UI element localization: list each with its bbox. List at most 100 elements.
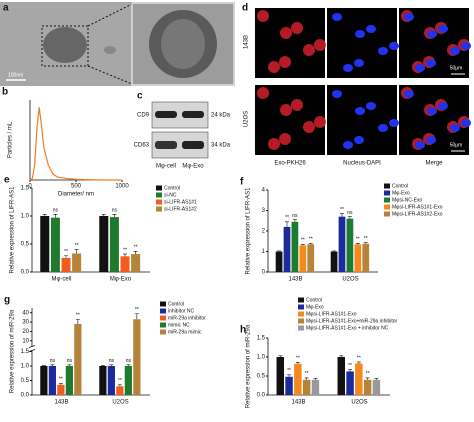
bar: [311, 379, 320, 395]
y-tick-label: 1.5: [257, 336, 266, 342]
significance: **: [75, 243, 79, 249]
significance: **: [309, 237, 313, 243]
bar: [107, 366, 115, 395]
band: [182, 111, 204, 118]
lane-label: Mφ-cell: [156, 164, 176, 170]
y-tick-label: 3: [262, 208, 266, 214]
error-bar: [300, 244, 305, 246]
cell-signal: [314, 39, 326, 51]
error-bar: [374, 377, 379, 380]
error-bar: [313, 377, 318, 380]
significance: ns: [292, 213, 298, 219]
lane-label: Mφ-Exo: [182, 164, 204, 170]
significance: **: [364, 236, 368, 242]
error-bar: [363, 242, 368, 244]
bar: [299, 245, 307, 272]
significance: **: [340, 207, 344, 213]
panel-a: 100nm a: [0, 2, 235, 86]
significance: **: [135, 307, 139, 313]
significance: **: [366, 371, 370, 377]
bar: [109, 217, 119, 272]
error-bar: [74, 249, 79, 254]
band: [155, 141, 177, 149]
zoom-box: [41, 25, 89, 67]
legend-swatch: [156, 192, 162, 198]
error-bar: [348, 369, 353, 372]
x-tick-label: 0: [28, 184, 32, 190]
error-bar: [109, 364, 114, 366]
legend-swatch: [160, 301, 166, 307]
bar: [116, 386, 124, 395]
bar: [294, 363, 302, 395]
y-tick-label: 0.5: [257, 374, 266, 380]
error-bar: [292, 219, 297, 222]
nucleus: [404, 90, 414, 98]
legend-swatch: [156, 199, 162, 205]
bar: [283, 226, 291, 272]
panel-label: g: [4, 295, 10, 306]
x-tick-label: U2OS: [351, 400, 367, 406]
nucleus: [389, 42, 399, 50]
error-bar: [134, 313, 139, 320]
nucleus: [450, 47, 460, 55]
scale-label: 100nm: [8, 72, 23, 78]
significance: ns: [50, 358, 56, 364]
nucleus: [404, 13, 414, 21]
panel-label: e: [4, 175, 10, 186]
cell-signal: [314, 116, 326, 128]
cell-signal: [280, 104, 292, 116]
legend-label: inhibitor NC: [168, 308, 195, 314]
y-tick-label: 10: [22, 338, 29, 344]
error-bar: [41, 365, 46, 366]
band: [182, 141, 204, 149]
legend-label: Mφsi-LIFR-AS1#1-Exo: [306, 311, 357, 317]
axis: [29, 100, 122, 181]
vesicle: [104, 46, 116, 54]
bar: [354, 244, 362, 272]
error-bar: [339, 213, 344, 217]
y-tick-label: 0: [262, 270, 266, 276]
legend-label: Mφsi-NC-Exo: [392, 197, 422, 203]
y-tick-label: 40: [22, 310, 29, 316]
y-tick-label: 0.5: [21, 378, 30, 384]
bar: [355, 363, 363, 395]
legend-label: si-LIFR-AS1#1: [164, 199, 197, 205]
panel-label: a: [3, 3, 9, 14]
nucleus: [354, 59, 364, 67]
nucleus: [355, 30, 365, 38]
legend-swatch: [384, 204, 390, 210]
legend-swatch: [160, 329, 166, 335]
error-bar: [117, 384, 122, 387]
bar: [48, 366, 56, 395]
nucleus: [366, 102, 376, 110]
significance: **: [296, 356, 300, 362]
row-label: 143B: [244, 35, 250, 49]
nucleus: [354, 136, 364, 144]
legend-label: Mφ-Exo: [392, 190, 410, 196]
y-tick-label: 2: [262, 229, 266, 235]
scale-label: 50μm: [450, 65, 463, 71]
cell-signal: [291, 99, 303, 111]
size-curve: [29, 107, 122, 181]
legend-label: si-NC: [164, 192, 177, 198]
error-bar: [284, 221, 289, 227]
error-bar: [133, 250, 138, 255]
error-bar: [75, 318, 80, 324]
legend-swatch: [298, 297, 304, 303]
y-tick-label: 1: [262, 249, 266, 255]
nucleus: [378, 124, 388, 132]
bar: [57, 384, 65, 395]
legend-swatch: [384, 183, 390, 189]
legend-swatch: [160, 315, 166, 321]
x-tick-label: 143B: [291, 400, 305, 406]
blot-row-label: CD9: [137, 113, 150, 119]
significance: **: [118, 378, 122, 384]
bar: [99, 216, 109, 272]
bar: [302, 379, 311, 395]
significance: ns: [53, 208, 59, 214]
nucleus: [343, 141, 353, 149]
significance: **: [76, 313, 80, 319]
scale-label: 50μm: [450, 142, 463, 148]
bar: [65, 366, 73, 395]
error-bar: [277, 250, 282, 252]
